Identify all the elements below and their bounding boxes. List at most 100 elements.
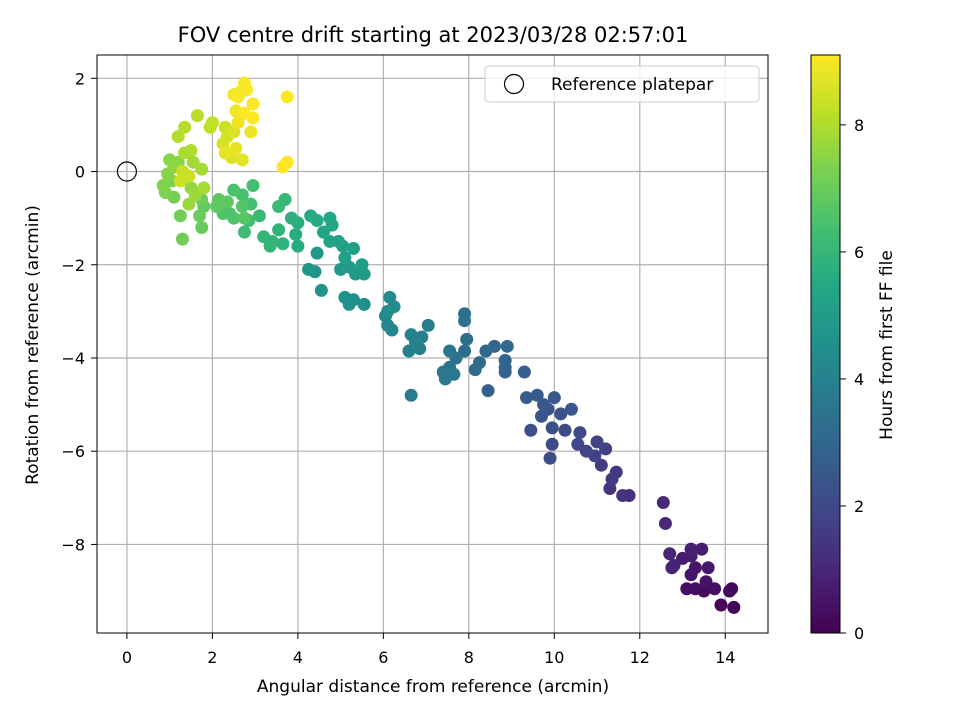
x-tick-label: 10 bbox=[544, 648, 564, 667]
colorbar-tick-label: 0 bbox=[854, 624, 864, 643]
data-point bbox=[701, 561, 715, 575]
data-point bbox=[272, 199, 286, 213]
data-point bbox=[554, 407, 568, 421]
data-point bbox=[246, 111, 260, 125]
data-point bbox=[338, 251, 352, 265]
data-point bbox=[714, 598, 728, 612]
data-point bbox=[276, 237, 290, 251]
data-point bbox=[460, 332, 474, 346]
data-point bbox=[458, 307, 472, 321]
y-tick-label: −2 bbox=[61, 256, 85, 275]
data-point bbox=[723, 584, 737, 598]
data-point bbox=[534, 409, 548, 423]
data-point bbox=[314, 283, 328, 297]
data-point bbox=[291, 239, 305, 253]
data-point bbox=[545, 421, 559, 435]
data-point bbox=[355, 258, 369, 272]
data-point bbox=[404, 388, 418, 402]
data-point bbox=[656, 495, 670, 509]
data-point bbox=[205, 116, 219, 130]
data-point bbox=[235, 199, 249, 213]
data-point bbox=[237, 211, 251, 225]
data-point bbox=[173, 209, 187, 223]
colorbar-tick-label: 8 bbox=[854, 116, 864, 135]
x-tick-label: 14 bbox=[715, 648, 735, 667]
data-point bbox=[571, 437, 585, 451]
data-point bbox=[684, 542, 698, 556]
legend-box bbox=[484, 65, 760, 103]
data-point bbox=[276, 160, 290, 174]
data-point bbox=[231, 116, 245, 130]
data-point bbox=[280, 90, 294, 104]
data-point bbox=[383, 290, 397, 304]
data-point bbox=[231, 90, 245, 104]
data-point bbox=[404, 328, 418, 342]
data-point bbox=[246, 97, 260, 111]
data-point bbox=[517, 365, 531, 379]
colorbar: 0 2 4 6 8 Hours from first FF file bbox=[810, 54, 897, 643]
data-point bbox=[346, 241, 360, 255]
data-point bbox=[246, 179, 260, 193]
data-point bbox=[302, 262, 316, 276]
colorbar-bar bbox=[810, 54, 841, 634]
colorbar-ticks: 0 2 4 6 8 bbox=[840, 116, 864, 643]
data-point bbox=[688, 561, 702, 575]
colorbar-label: Hours from first FF file bbox=[877, 250, 897, 440]
data-point bbox=[171, 130, 185, 144]
data-point bbox=[658, 516, 672, 530]
y-tick-label: 2 bbox=[75, 69, 85, 88]
data-point bbox=[257, 230, 271, 244]
y-axis-ticks: 2 0 −2 −4 −6 −8 bbox=[61, 69, 97, 554]
x-tick-label: 2 bbox=[207, 648, 217, 667]
data-point bbox=[699, 575, 713, 589]
data-point bbox=[680, 582, 694, 596]
data-point bbox=[564, 402, 578, 416]
data-point bbox=[218, 146, 232, 160]
data-point bbox=[173, 174, 187, 188]
scatter-points bbox=[156, 76, 741, 614]
data-point bbox=[402, 344, 416, 358]
data-point bbox=[178, 120, 192, 134]
y-tick-label: −8 bbox=[61, 535, 85, 554]
data-point bbox=[193, 209, 207, 223]
data-point bbox=[545, 437, 559, 451]
y-axis-label: Rotation from reference (arcmin) bbox=[23, 205, 43, 485]
data-point bbox=[156, 179, 170, 193]
data-point bbox=[524, 423, 538, 437]
x-tick-label: 0 bbox=[122, 648, 132, 667]
chart-title: FOV centre drift starting at 2023/03/28 … bbox=[178, 23, 689, 47]
data-point bbox=[498, 353, 512, 367]
y-tick-label: −6 bbox=[61, 442, 85, 461]
data-point bbox=[304, 209, 318, 223]
data-point bbox=[182, 197, 196, 211]
data-point bbox=[235, 153, 249, 167]
y-tick-label: −4 bbox=[61, 349, 85, 368]
data-point bbox=[289, 227, 303, 241]
data-point bbox=[605, 472, 619, 486]
data-point bbox=[530, 388, 544, 402]
grid-lines bbox=[97, 55, 768, 633]
legend-label: Reference platepar bbox=[551, 75, 713, 95]
data-point bbox=[447, 367, 461, 381]
x-tick-label: 4 bbox=[293, 648, 303, 667]
data-point bbox=[197, 181, 211, 195]
colorbar-tick-label: 2 bbox=[854, 497, 864, 516]
data-point bbox=[237, 225, 251, 239]
reference-point bbox=[116, 161, 138, 182]
data-point bbox=[272, 223, 286, 237]
data-point bbox=[594, 458, 608, 472]
data-point bbox=[663, 547, 677, 561]
data-point bbox=[184, 144, 198, 158]
colorbar-tick-label: 4 bbox=[854, 370, 864, 389]
data-point bbox=[175, 232, 189, 246]
x-tick-label: 12 bbox=[630, 648, 650, 667]
data-point bbox=[468, 363, 482, 377]
reference-point-layer bbox=[116, 161, 138, 182]
data-point bbox=[481, 384, 495, 398]
legend-marker bbox=[503, 73, 525, 95]
data-point bbox=[357, 297, 371, 311]
data-point bbox=[229, 141, 243, 155]
data-point bbox=[310, 246, 324, 260]
data-point bbox=[227, 183, 241, 197]
